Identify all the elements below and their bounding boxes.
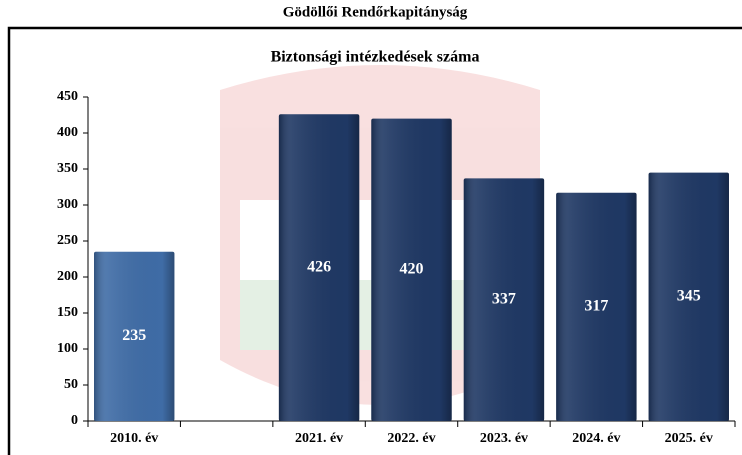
- y-tick-label: 400: [57, 125, 78, 140]
- bar-shade: [463, 178, 545, 421]
- x-tick-label: 2025. év: [665, 431, 713, 446]
- x-tick-label: 2023. év: [480, 431, 528, 446]
- y-tick-label: 100: [57, 341, 78, 356]
- chart-title: Biztonsági intézkedések száma: [271, 49, 480, 66]
- data-label: 345: [677, 287, 701, 304]
- y-tick-label: 200: [57, 269, 78, 284]
- y-tick-label: 350: [57, 161, 78, 176]
- page-title: Gödöllői Rendőrkapitányság: [283, 4, 468, 20]
- x-tick-label: 2021. év: [295, 431, 343, 446]
- bar-shade: [278, 114, 360, 421]
- x-tick-label: 2022. év: [387, 431, 435, 446]
- data-label: 235: [122, 327, 146, 344]
- data-label: 426: [307, 258, 331, 275]
- x-tick-label: 2010. év: [110, 431, 158, 446]
- y-tick-label: 50: [64, 377, 78, 392]
- bar-shade: [648, 172, 729, 421]
- chart-frame: [7, 26, 742, 455]
- data-label: 337: [492, 290, 516, 307]
- y-tick-label: 450: [57, 89, 78, 104]
- x-tick-label: 2024. év: [572, 431, 620, 446]
- bar-shade: [556, 192, 637, 421]
- y-tick-label: 0: [71, 413, 78, 428]
- y-tick-label: 300: [57, 197, 78, 212]
- bar-shade: [94, 251, 175, 421]
- data-label: 317: [584, 298, 608, 315]
- data-label: 420: [400, 260, 424, 277]
- y-tick-label: 150: [57, 305, 78, 320]
- bar-shade: [371, 118, 452, 421]
- y-tick-label: 250: [57, 233, 78, 248]
